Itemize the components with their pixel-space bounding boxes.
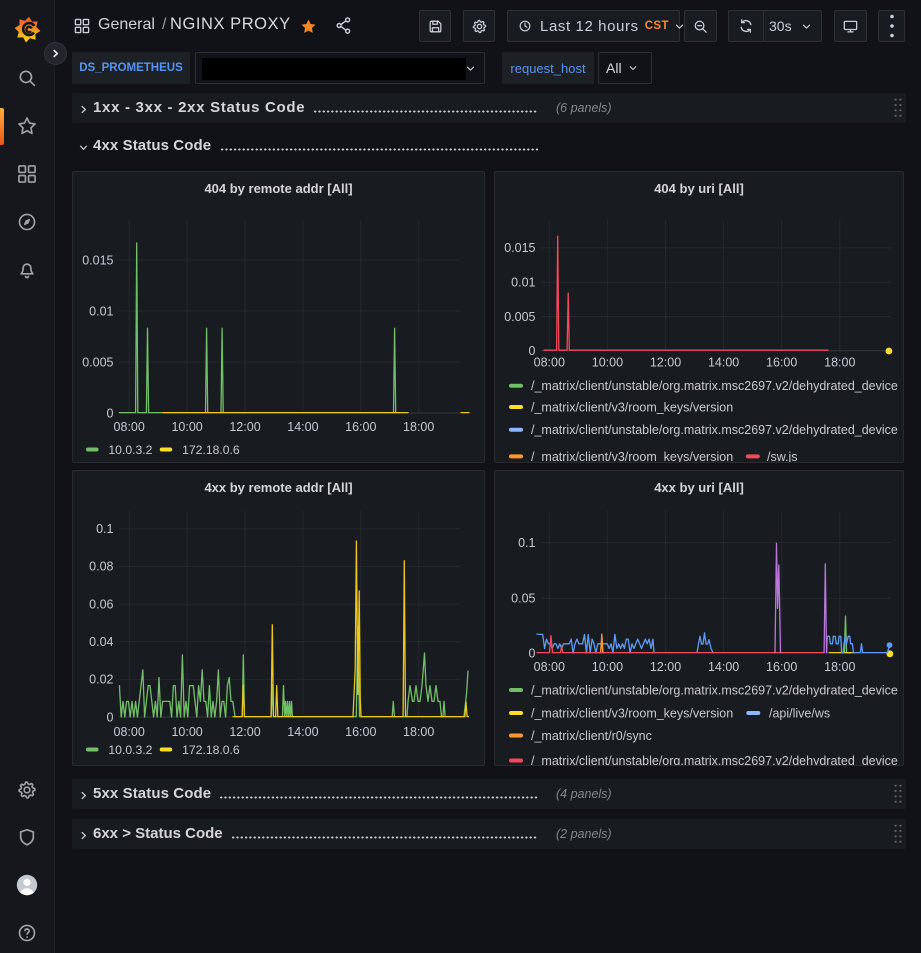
svg-text:0: 0	[107, 710, 114, 724]
svg-text:08:00: 08:00	[534, 660, 565, 674]
svg-text:0: 0	[529, 646, 536, 660]
svg-text:/_matrix/client/unstable/org.m: /_matrix/client/unstable/org.matrix.msc2…	[531, 423, 898, 437]
svg-text:/_matrix/client/v3/room_keys/v: /_matrix/client/v3/room_keys/version	[531, 706, 733, 720]
svg-text:14:00: 14:00	[287, 420, 318, 434]
svg-text:0.015: 0.015	[504, 241, 535, 255]
svg-text:0.015: 0.015	[82, 253, 113, 267]
svg-text:/_matrix/client/v3/room_keys/v: /_matrix/client/v3/room_keys/version	[531, 400, 733, 414]
svg-text:14:00: 14:00	[708, 356, 739, 370]
svg-text:/_matrix/client/unstable/org.m: /_matrix/client/unstable/org.matrix.msc2…	[531, 379, 898, 393]
svg-text:0.08: 0.08	[89, 560, 113, 574]
svg-text:172.18.0.6: 172.18.0.6	[182, 743, 240, 757]
svg-text:08:00: 08:00	[114, 725, 145, 739]
svg-text:0: 0	[529, 344, 536, 358]
svg-text:12:00: 12:00	[229, 725, 260, 739]
svg-text:/sw.js: /sw.js	[767, 450, 798, 463]
svg-text:08:00: 08:00	[534, 356, 565, 370]
svg-text:08:00: 08:00	[114, 420, 145, 434]
svg-text:0.05: 0.05	[511, 592, 535, 606]
svg-text:0.1: 0.1	[96, 522, 113, 536]
svg-text:16:00: 16:00	[766, 356, 797, 370]
svg-text:/api/live/ws: /api/live/ws	[769, 706, 830, 720]
svg-text:172.18.0.6: 172.18.0.6	[182, 443, 240, 457]
svg-text:0.02: 0.02	[89, 673, 113, 687]
svg-text:12:00: 12:00	[650, 356, 681, 370]
svg-text:18:00: 18:00	[403, 420, 434, 434]
svg-text:/_matrix/client/unstable/org.m: /_matrix/client/unstable/org.matrix.msc2…	[531, 683, 898, 697]
svg-text:14:00: 14:00	[708, 660, 739, 674]
svg-text:10:00: 10:00	[592, 356, 623, 370]
svg-text:16:00: 16:00	[766, 660, 797, 674]
svg-text:18:00: 18:00	[824, 356, 855, 370]
svg-text:18:00: 18:00	[403, 725, 434, 739]
svg-text:/_matrix/client/unstable/org.m: /_matrix/client/unstable/org.matrix.msc2…	[531, 754, 898, 766]
svg-text:0.01: 0.01	[511, 276, 535, 290]
svg-text:10:00: 10:00	[171, 420, 202, 434]
svg-text:12:00: 12:00	[229, 420, 260, 434]
svg-text:0.01: 0.01	[89, 304, 113, 318]
svg-text:/_matrix/client/r0/sync: /_matrix/client/r0/sync	[531, 729, 652, 743]
svg-text:16:00: 16:00	[345, 420, 376, 434]
svg-text:0: 0	[107, 406, 114, 420]
svg-text:10.0.3.2: 10.0.3.2	[108, 443, 152, 457]
svg-text:0.06: 0.06	[89, 597, 113, 611]
svg-text:14:00: 14:00	[287, 725, 318, 739]
svg-text:10:00: 10:00	[592, 660, 623, 674]
svg-text:/_matrix/client/v3/room_keys/v: /_matrix/client/v3/room_keys/version	[531, 450, 733, 463]
svg-text:0.005: 0.005	[504, 310, 535, 324]
svg-text:0.1: 0.1	[518, 536, 535, 550]
svg-text:18:00: 18:00	[824, 660, 855, 674]
svg-text:12:00: 12:00	[650, 660, 681, 674]
svg-text:0.04: 0.04	[89, 635, 113, 649]
svg-text:10:00: 10:00	[171, 725, 202, 739]
svg-text:0.005: 0.005	[82, 355, 113, 369]
svg-text:10.0.3.2: 10.0.3.2	[108, 743, 152, 757]
svg-text:16:00: 16:00	[345, 725, 376, 739]
